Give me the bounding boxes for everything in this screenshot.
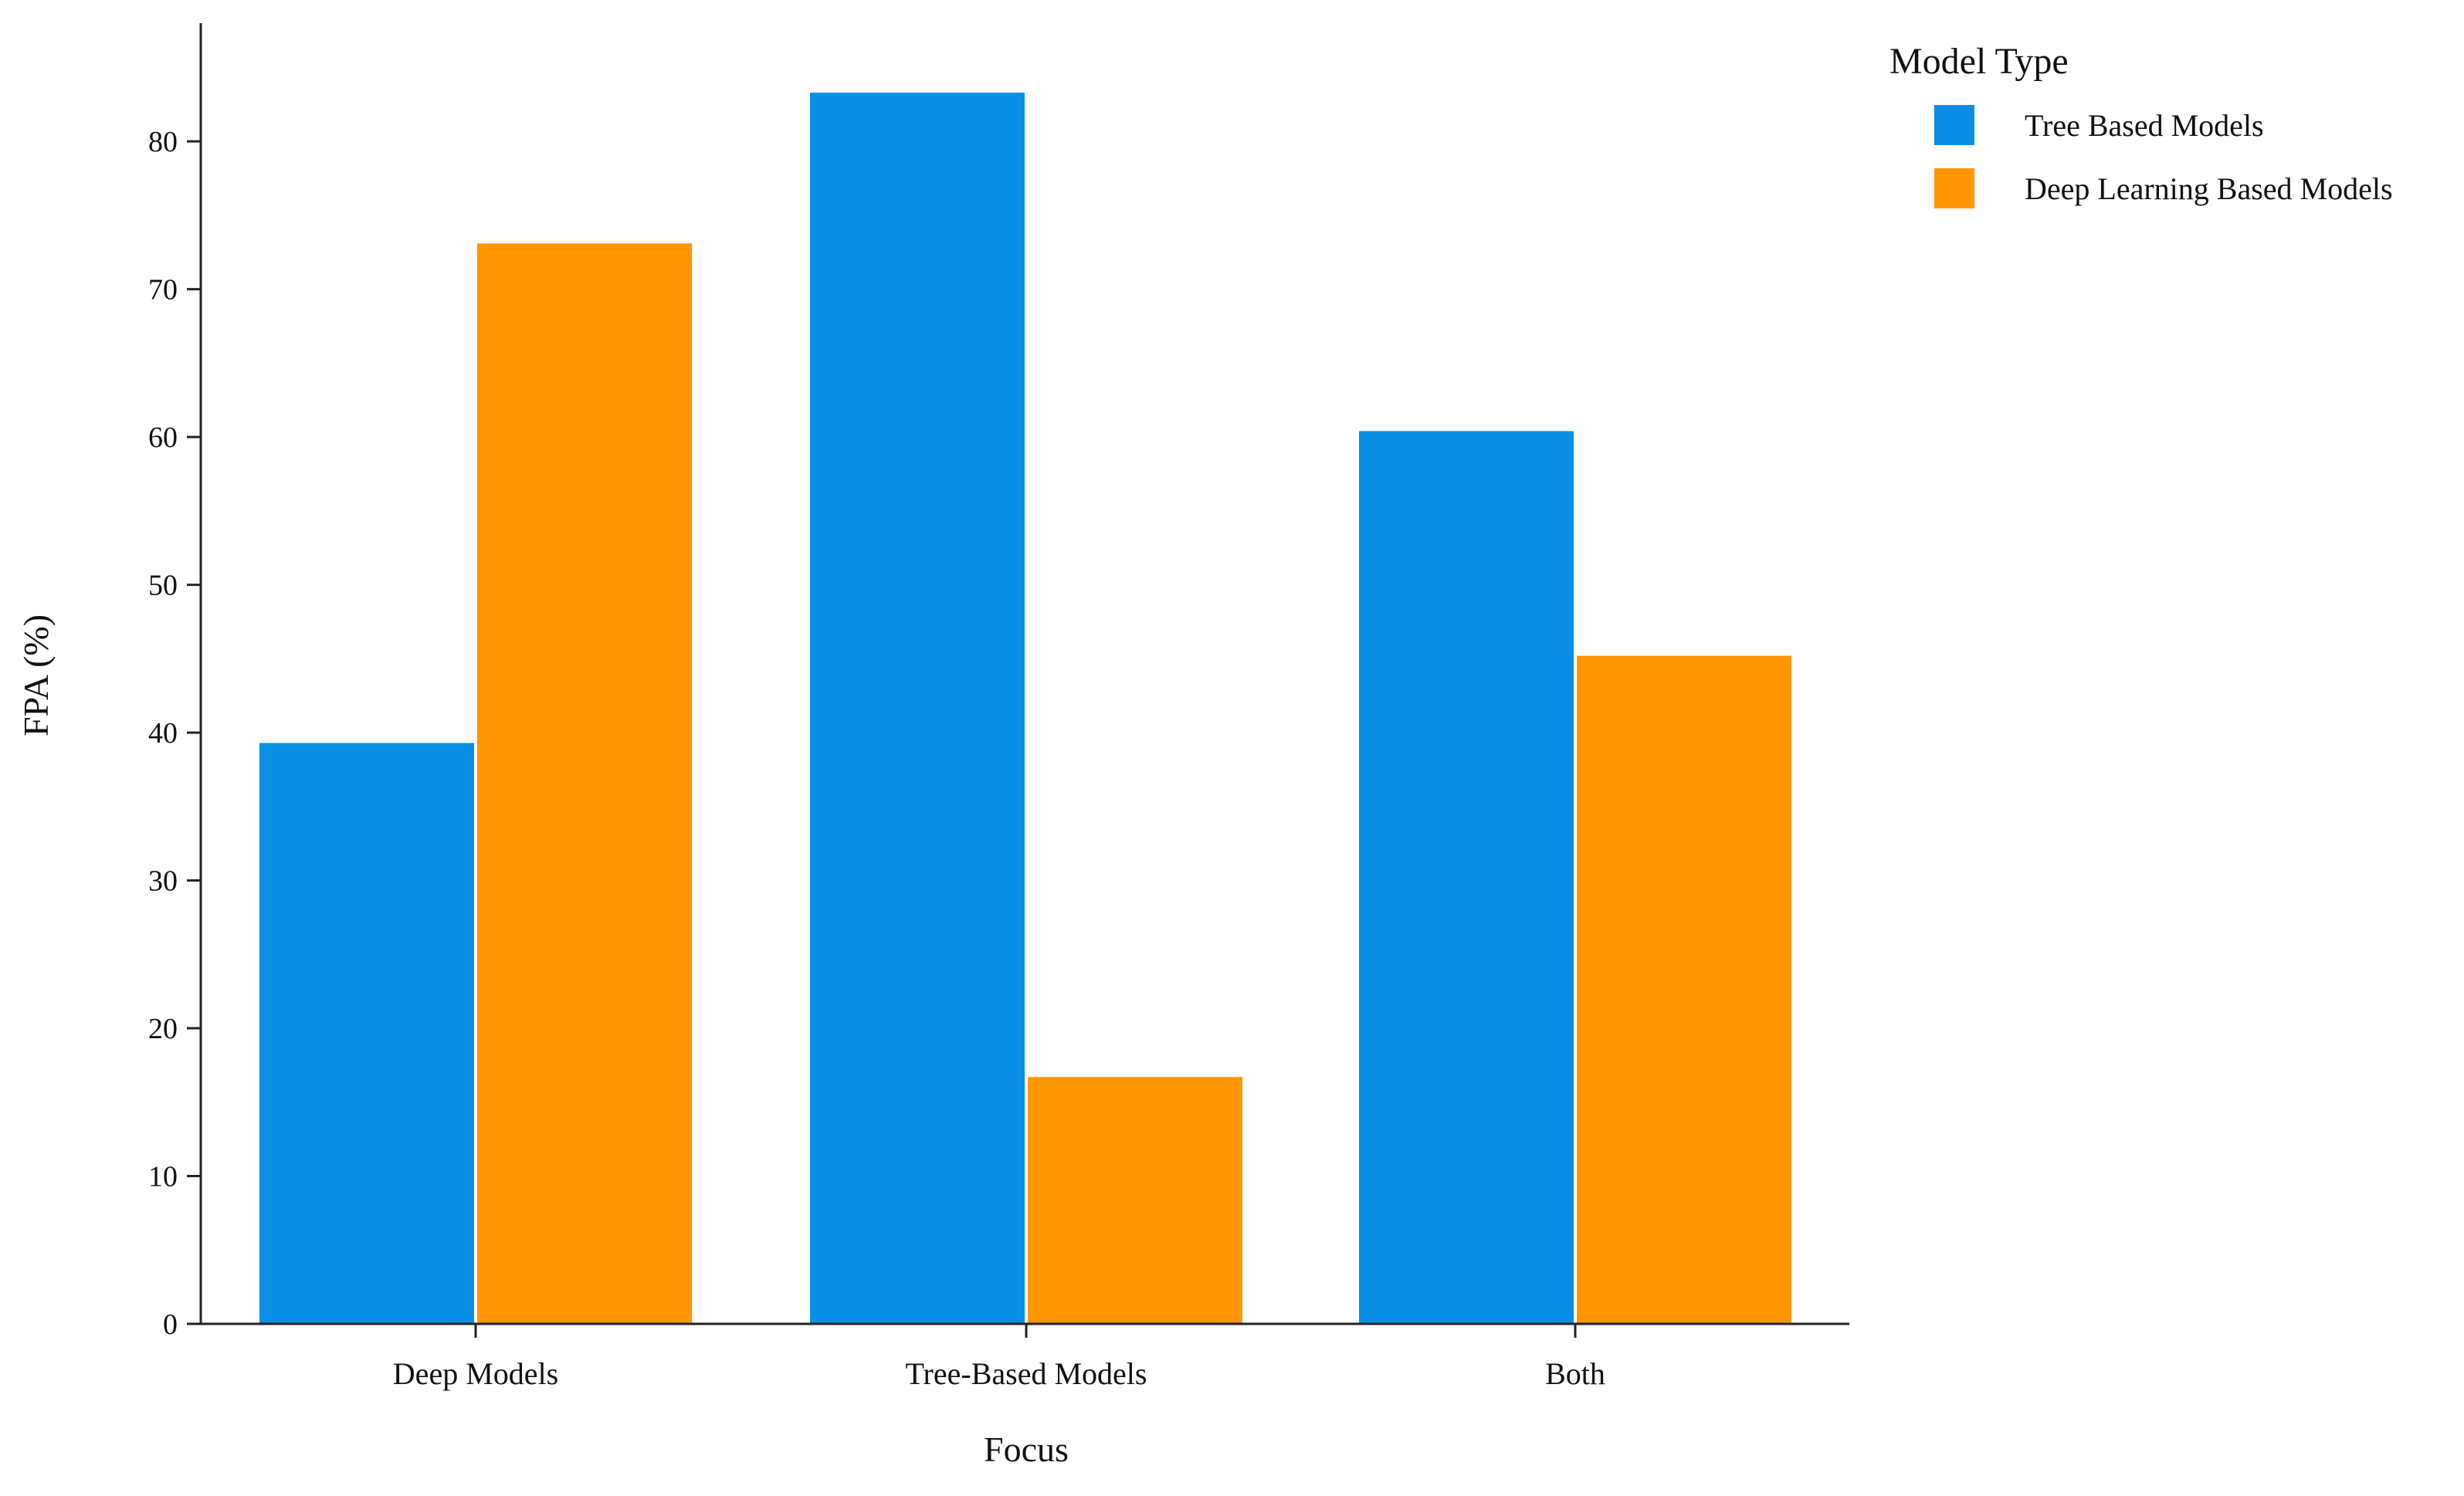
bar-deep-learning-based-models-deep-models <box>477 243 692 1324</box>
y-tick-label: 70 <box>148 274 178 306</box>
y-axis: 0 10 20 30 40 50 60 70 80 <box>148 23 202 1341</box>
legend: Model Type Tree Based Models Deep Learnin… <box>1890 41 2393 208</box>
x-axis-title: Focus <box>984 1430 1069 1469</box>
legend-title: Model Type <box>1890 41 2069 82</box>
y-tick-label: 0 <box>163 1308 178 1341</box>
y-tick-label: 20 <box>148 1013 178 1045</box>
y-tick-label: 60 <box>148 421 178 454</box>
x-tick-label: Both <box>1545 1356 1605 1391</box>
y-tick-label: 30 <box>148 865 178 898</box>
y-tick-label: 40 <box>148 717 178 750</box>
bar-tree-based-models-deep-models <box>259 743 474 1324</box>
x-tick-label: Tree-Based Models <box>906 1356 1147 1391</box>
legend-swatch <box>1934 168 1974 208</box>
bars-group <box>259 92 1791 1325</box>
x-tick-label: Deep Models <box>393 1356 558 1391</box>
bar-deep-learning-based-models-both <box>1577 655 1791 1324</box>
legend-label: Deep Learning Based Models <box>2025 171 2393 206</box>
x-axis: Deep Models Tree-Based Models Both <box>201 1322 1849 1391</box>
bar-tree-based-models-both <box>1359 431 1574 1324</box>
legend-swatch <box>1934 105 1974 145</box>
bar-tree-based-models-tree-based-models <box>810 92 1025 1325</box>
y-axis-title: FPA (%) <box>16 614 56 736</box>
y-tick-label: 10 <box>148 1161 178 1193</box>
legend-label: Tree Based Models <box>2025 108 2264 143</box>
y-tick-label: 80 <box>148 126 178 158</box>
y-tick-label: 50 <box>148 570 178 602</box>
bar-deep-learning-based-models-tree-based-models <box>1028 1077 1242 1324</box>
